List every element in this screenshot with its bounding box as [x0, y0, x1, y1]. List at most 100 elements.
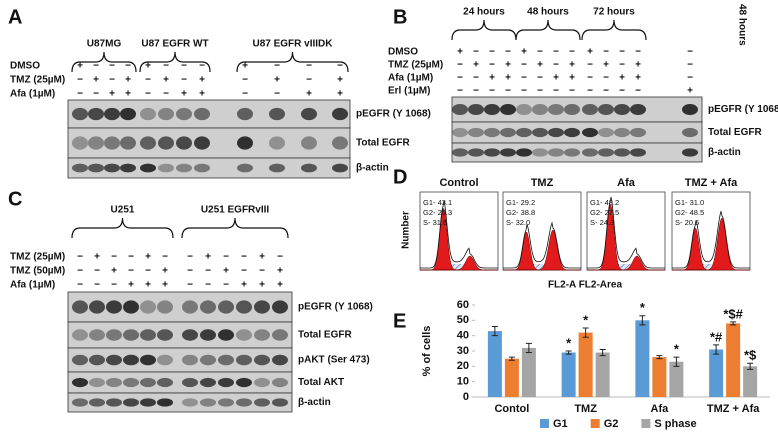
- treatment-sign: −: [77, 266, 83, 277]
- stat-text: G1- 43.1: [423, 198, 452, 207]
- g2-peak: [420, 255, 498, 271]
- treatment-sign: −: [537, 86, 543, 97]
- treatment-sign: −: [187, 252, 193, 263]
- blot-band: [254, 398, 270, 407]
- treatment-sign: −: [163, 89, 169, 100]
- treatment-sign: −: [109, 61, 115, 72]
- blot-band: [301, 107, 317, 121]
- blot-band: [269, 163, 285, 173]
- blot-band: [236, 377, 252, 388]
- blot-band: [104, 163, 120, 173]
- x-tick-label: Afa: [651, 403, 670, 415]
- treatment-sign: +: [337, 75, 343, 86]
- y-tick-label: 10: [457, 376, 469, 388]
- stat-text: G2- 25.3: [423, 208, 452, 217]
- plot-title: TMZ: [531, 177, 554, 189]
- group-brace: [139, 51, 211, 73]
- treatment-sign: −: [553, 86, 559, 97]
- treatment-sign: −: [537, 73, 543, 84]
- treatment-sign: −: [587, 73, 593, 84]
- treatment-sign: −: [242, 75, 248, 86]
- blot-band: [104, 107, 120, 121]
- treatment-sign: −: [521, 73, 527, 84]
- plot-title: Control: [439, 177, 478, 189]
- treatment-sign: −: [94, 280, 100, 291]
- blot-band: [72, 107, 88, 121]
- treatment-sign: −: [145, 266, 151, 277]
- treatment-sign: −: [635, 47, 641, 58]
- error-bar: [525, 342, 532, 354]
- treatment-sign: −: [306, 75, 312, 86]
- treatment-sign: +: [128, 280, 134, 291]
- treatment-sign: −: [619, 86, 625, 97]
- treatment-sign: −: [205, 266, 211, 277]
- blot-band: [301, 136, 317, 150]
- bar: [521, 347, 536, 397]
- treatment-sign: +: [306, 89, 312, 100]
- treatment-sign: −: [111, 252, 117, 263]
- treatment-label: Afa (1µM): [10, 280, 55, 291]
- group-brace: [515, 19, 581, 41]
- blot-band: [157, 398, 173, 407]
- treatment-sign: −: [241, 266, 247, 277]
- error-bar: [565, 350, 572, 355]
- blot-band: [468, 127, 484, 138]
- treatment-sign: −: [205, 280, 211, 291]
- treatment-sign: −: [337, 61, 343, 72]
- treatment-label: DMSO: [10, 61, 40, 72]
- treatment-sign: +: [687, 86, 693, 97]
- treatment-sign: +: [145, 61, 151, 72]
- stat-text: G1- 31.0: [675, 198, 704, 207]
- bar: [743, 366, 758, 397]
- group-label: 72 hours: [593, 7, 635, 18]
- legend-swatch: [641, 419, 651, 428]
- treatment-sign: −: [489, 60, 495, 71]
- band-label: pAKT (Ser 473): [298, 355, 370, 366]
- band-label: Total EGFR: [708, 127, 762, 138]
- blot-strip: [67, 321, 293, 349]
- treatment-sign: +: [145, 280, 151, 291]
- treatment-sign: +: [109, 89, 115, 100]
- treatment-sign: +: [162, 280, 168, 291]
- plot-title: TMZ + Afa: [685, 177, 738, 189]
- blot-band: [484, 104, 500, 115]
- significance-label: *: [566, 335, 572, 350]
- blot-band: [218, 354, 234, 366]
- treatment-sign: −: [603, 86, 609, 97]
- blot-band: [200, 329, 216, 341]
- treatment-sign: −: [109, 75, 115, 86]
- histogram-outline: [503, 221, 581, 269]
- treatment-sign: −: [223, 280, 229, 291]
- blot-band: [516, 127, 532, 138]
- blot-band: [200, 300, 216, 314]
- treatment-sign: −: [457, 86, 463, 97]
- axis-title: FL2-A FL2-Area: [548, 280, 623, 291]
- stat-text: S- 32.0: [506, 218, 530, 227]
- blot-strip: [67, 392, 293, 413]
- significance-label: *: [640, 300, 646, 315]
- blot-band: [484, 148, 500, 157]
- error-bar: [508, 356, 515, 361]
- blot-band: [106, 377, 122, 388]
- blot-band: [104, 136, 120, 150]
- stat-text: G2- 38.8: [506, 208, 535, 217]
- stat-text: G1- 29.2: [506, 198, 535, 207]
- blot-band: [269, 136, 285, 150]
- blot-band: [272, 377, 288, 388]
- blot-band: [682, 148, 698, 157]
- group-brace: [451, 19, 517, 41]
- significance-label: *$#: [723, 306, 743, 321]
- blot-band: [106, 354, 122, 366]
- bar: [595, 352, 610, 397]
- histogram-outline: [587, 196, 665, 269]
- treatment-sign: +: [473, 60, 479, 71]
- legend-label: S phase: [654, 418, 696, 430]
- blot-band: [630, 127, 646, 138]
- blot-band: [157, 354, 173, 366]
- group-brace: [71, 217, 174, 239]
- group-brace: [236, 51, 349, 73]
- treatment-sign: +: [125, 75, 131, 86]
- blot-band: [236, 329, 252, 341]
